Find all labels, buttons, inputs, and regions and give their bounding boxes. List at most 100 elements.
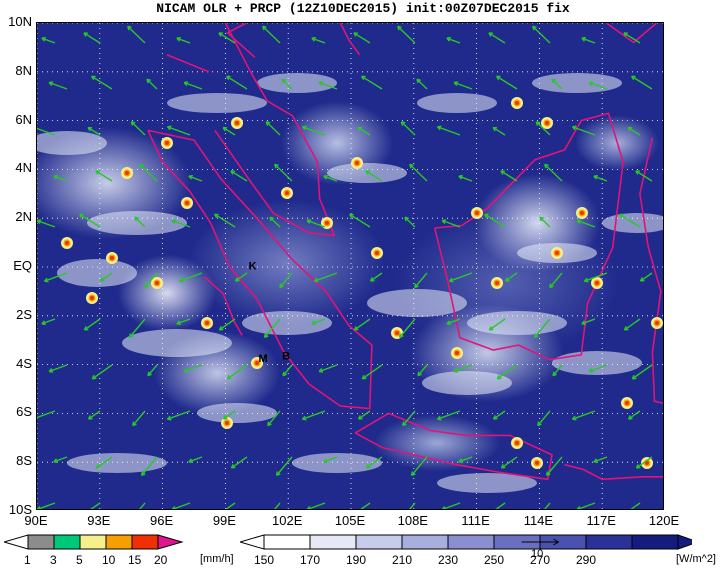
longitude-label: 90E [24,513,48,528]
map-overlay: K M B [37,23,663,509]
wind-vector [214,213,236,228]
precip-cell [251,357,263,369]
wind-vector [571,410,596,421]
wind-vector [458,456,473,464]
wind-vector [282,364,293,377]
precip-colorbar-high-end [157,534,184,550]
cloud-patch [552,351,642,375]
wind-vector [166,125,191,136]
wind-vector [544,163,563,182]
wind-vector [226,75,248,90]
wind-vector [134,216,146,228]
olr-colorbar-tick: 190 [346,553,367,567]
wind-vector [262,25,281,44]
precip-colorbar-tick: 5 [76,553,83,567]
latitude-label: 4N [15,160,32,176]
wind-vector [132,410,146,427]
wind-vector [234,272,248,282]
wind-vector [446,318,461,326]
wind-vector [178,272,203,283]
coastline [605,23,658,44]
wind-vector [37,219,56,228]
wind-vector [306,219,326,228]
cloud-patch [57,259,137,287]
wind-vector [357,126,371,136]
place-marker-m: M [258,353,267,365]
olr-unit: [W/m^2] [676,553,716,565]
wind-vector [267,410,281,427]
olr-precip-map: K M B [36,22,664,510]
precip-cell [221,417,233,429]
cloud-patch [467,311,567,335]
wind-vector [369,272,383,282]
wind-vector [500,456,518,469]
wind-vector [492,126,506,136]
wind-vector [37,410,56,419]
wind-vector [402,410,416,427]
wind-vector [488,318,506,331]
wind-vector [218,32,236,44]
precip-cell [106,252,118,264]
wind-vector [95,170,113,182]
wind-vector [360,502,371,509]
wind-vector [630,502,641,509]
precip-colorbar-low-end [4,534,29,550]
precip-cell [161,137,173,149]
wind-vector [458,174,473,182]
wind-vector [311,36,326,44]
wind-vector [623,32,641,44]
precip-cell [531,457,543,469]
vector-scale-arrow [521,538,560,546]
wind-vector [147,364,158,377]
wind-vector [532,25,551,44]
longitude-label: 105E [334,513,366,528]
latitude-label: 10S [8,502,32,517]
wind-vector [230,456,248,469]
wind-vector [41,318,56,326]
precip-cell [371,247,383,259]
precip-colorbar-tick: 10 [102,553,116,567]
wind-vector [409,163,428,182]
wind-vector [441,219,461,228]
wind-vector [127,25,146,44]
wind-vector [183,81,203,90]
wind-vector [144,272,158,289]
longitude-label: 111E [461,513,490,528]
place-marker-b: B [282,351,290,363]
cloud-patch [242,311,332,335]
wind-vector [171,219,191,228]
wind-vector [576,502,596,509]
wind-vector [357,410,371,420]
precip-colorbar-tick: 3 [50,553,57,567]
wind-vector [53,174,68,182]
vector-scale-label: 10 [531,548,544,560]
wind-vector [544,502,551,509]
wind-vector [306,502,326,509]
precip-cell [551,247,563,259]
wind-vector [533,318,551,339]
wind-vector [91,364,113,380]
longitude-label: 102E [272,513,303,528]
wind-vector [409,502,416,509]
precip-colorbar-tick: 1 [24,553,31,567]
wind-vector [500,170,518,182]
wind-vector [551,78,563,90]
precip-colorbar-tick: 15 [128,553,142,567]
olr-colorbar-low-end [240,534,265,550]
olr-colorbar-high-end [677,534,692,550]
longitude-label: 93E [87,513,111,528]
cloud-patch [37,131,107,155]
wind-vector [365,456,383,469]
cloud-patch [257,73,337,93]
wind-vector [222,126,236,136]
wind-vector [581,318,596,326]
olr-colorbar-segment [355,534,403,550]
wind-vector [588,81,608,90]
wind-vector [83,32,101,44]
wind-vector [631,364,653,380]
wind-vector [571,125,596,136]
wind-vector [484,213,506,228]
wind-vector [323,456,338,464]
longitude-label: 96E [150,513,174,528]
coastline [339,23,361,56]
